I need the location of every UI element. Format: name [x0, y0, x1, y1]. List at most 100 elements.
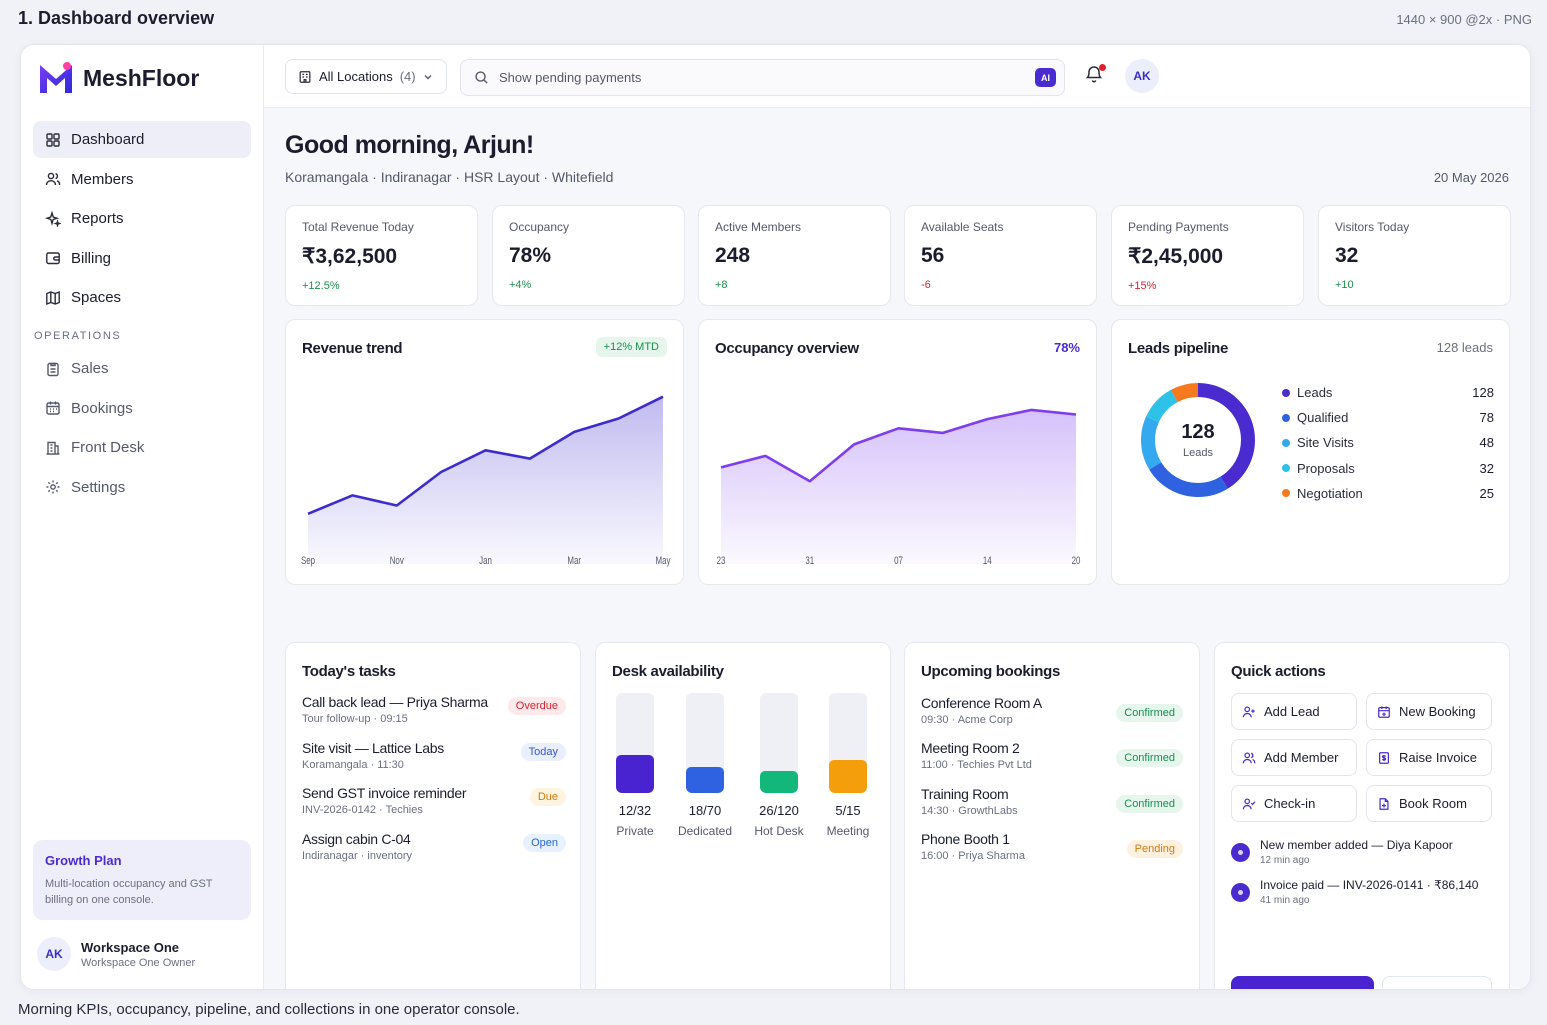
search-input[interactable]: Show pending payments AI	[460, 59, 1065, 96]
desk-type: Private	[616, 824, 654, 838]
grid-icon	[46, 132, 60, 147]
user-avatar[interactable]: AK	[1125, 59, 1159, 93]
sidebar-item-bookings[interactable]: Bookings	[33, 390, 251, 427]
status-badge: Pending	[1126, 840, 1183, 858]
status-badge: Confirmed	[1116, 795, 1183, 813]
booking-subtitle: 09:30 · Acme Corp	[921, 714, 1013, 726]
kpi-value: 248	[715, 244, 751, 267]
sidebar-item-spaces[interactable]: Spaces	[33, 279, 251, 316]
chevron-down-icon	[424, 74, 432, 79]
legend-label: Site Visits	[1297, 435, 1354, 451]
desk-column[interactable]: 12/32 Private	[599, 693, 671, 838]
kpi-card-visitors[interactable]: Visitors Today 32 +10	[1318, 205, 1511, 306]
new-booking-button[interactable]: New Booking	[1366, 693, 1492, 730]
map-icon	[46, 290, 60, 305]
task-subtitle: Tour follow-up · 09:15	[302, 713, 408, 725]
users-icon	[45, 172, 61, 186]
calendar-plus-icon	[1378, 705, 1390, 718]
desk-bar-track	[616, 693, 654, 793]
legend-label: Proposals	[1297, 460, 1355, 476]
desk-bar-track	[686, 693, 724, 793]
bookings-card: Upcoming bookings Conference Room A 09:3…	[904, 642, 1200, 989]
sidebar-item-members[interactable]: Members	[33, 161, 251, 198]
desk-count: 26/120	[759, 803, 799, 818]
activity-item[interactable]: Invoice paid — INV-2026-0141 · ₹86,140 4…	[1231, 878, 1493, 906]
booking-subtitle: 16:00 · Priya Sharma	[921, 850, 1025, 862]
raise-invoice-button[interactable]: Raise Invoice	[1366, 739, 1492, 776]
area-fill	[308, 396, 663, 564]
desk-column[interactable]: 26/120 Hot Desk	[743, 693, 815, 838]
booking-item[interactable]: Conference Room A 09:30 · Acme Corp Conf…	[921, 695, 1183, 726]
sidebar-item-settings[interactable]: Settings	[33, 469, 251, 506]
calendar-icon	[46, 401, 60, 415]
booking-title: Training Room	[921, 786, 1009, 802]
kpi-card-available-seats[interactable]: Available Seats 56 -6	[904, 205, 1097, 306]
kpi-value: 32	[1335, 244, 1359, 267]
task-title: Site visit — Lattice Labs	[302, 740, 444, 756]
desk-count: 5/15	[835, 803, 861, 818]
add-lead-button[interactable]: Add Lead	[1231, 693, 1357, 730]
task-item[interactable]: Assign cabin C-04 Indiranagar · inventor…	[302, 831, 566, 862]
desk-column[interactable]: 18/70 Dedicated	[669, 693, 741, 838]
kpi-delta: +10	[1335, 279, 1354, 291]
desk-type: Meeting	[826, 824, 870, 838]
add-member-button[interactable]: Add Member	[1231, 739, 1357, 776]
desk-bar-fill	[760, 771, 798, 793]
kpi-card-occupancy[interactable]: Occupancy 78% +4%	[492, 205, 685, 306]
desk-bar-track	[760, 693, 798, 793]
legend-value: 48	[1479, 435, 1494, 451]
booking-item[interactable]: Phone Booth 1 16:00 · Priya Sharma Pendi…	[921, 831, 1183, 862]
sidebar-item-reports[interactable]: Reports	[33, 200, 251, 237]
legend-swatch	[1282, 464, 1290, 473]
legend-swatch	[1282, 413, 1290, 422]
open-floor-map-button[interactable]: Open floor map	[1231, 976, 1374, 989]
chart-title: Leads pipeline	[1128, 340, 1228, 357]
desk-type: Dedicated	[677, 824, 733, 838]
check-in-button[interactable]: Check-in	[1231, 785, 1357, 822]
x-tick-label: 31	[805, 555, 814, 568]
x-tick-label: Sep	[301, 555, 315, 568]
legend-item: Qualified 78	[1282, 405, 1494, 430]
view-invoices-button[interactable]: View invoices	[1382, 976, 1492, 989]
x-tick-label: 20	[1072, 555, 1081, 568]
kpi-card-active-members[interactable]: Active Members 248 +8	[698, 205, 891, 306]
donut-slice	[1141, 383, 1255, 497]
workspace-switcher[interactable]: AK Workspace One Workspace One Owner	[37, 937, 195, 971]
booking-item[interactable]: Training Room 14:30 · GrowthLabs Confirm…	[921, 786, 1183, 817]
booking-subtitle: 14:30 · GrowthLabs	[921, 805, 1018, 817]
kpi-label: Pending Payments	[1128, 220, 1229, 234]
task-item[interactable]: Site visit — Lattice Labs Koramangala · …	[302, 740, 566, 771]
location-selector[interactable]: All Locations (4)	[285, 59, 447, 94]
x-tick-label: May	[656, 555, 671, 568]
task-title: Send GST invoice reminder	[302, 785, 467, 801]
greeting: Good morning, Arjun!	[285, 131, 534, 159]
sidebar-item-sales[interactable]: Sales	[33, 350, 251, 387]
activity-item[interactable]: New member added — Diya Kapoor 12 min ag…	[1231, 838, 1493, 866]
bell-icon	[1085, 66, 1103, 83]
ai-badge[interactable]: AI	[1035, 68, 1056, 87]
brand[interactable]: MeshFloor	[37, 61, 199, 95]
kpi-card-pending-payments[interactable]: Pending Payments ₹2,45,000 +15%	[1111, 205, 1304, 306]
booking-item[interactable]: Meeting Room 2 11:00 · Techies Pvt Ltd C…	[921, 740, 1183, 771]
task-item[interactable]: Send GST invoice reminder INV-2026-0142 …	[302, 785, 566, 816]
kpi-delta: -6	[921, 279, 931, 291]
sidebar-item-label: Reports	[71, 210, 124, 227]
kpi-card-revenue[interactable]: Total Revenue Today ₹3,62,500 +12.5%	[285, 205, 478, 306]
activity-time: 12 min ago	[1260, 855, 1310, 866]
sidebar-item-billing[interactable]: Billing	[33, 240, 251, 277]
legend-item: Site Visits 48	[1282, 430, 1494, 455]
book-room-button[interactable]: Book Room	[1366, 785, 1492, 822]
users-icon	[1242, 751, 1256, 763]
chart-title: Occupancy overview	[715, 340, 859, 357]
plan-card[interactable]: Growth Plan Multi-location occupancy and…	[33, 840, 251, 920]
sidebar-item-label: Front Desk	[71, 439, 145, 456]
task-subtitle: Indiranagar · inventory	[302, 850, 413, 862]
legend-value: 78	[1479, 410, 1494, 426]
notifications-button[interactable]	[1084, 64, 1106, 86]
sidebar-item-dashboard[interactable]: Dashboard	[33, 121, 251, 158]
desk-column[interactable]: 5/15 Meeting	[812, 693, 884, 838]
task-item[interactable]: Call back lead — Priya Sharma Tour follo…	[302, 694, 566, 725]
desk-bar-fill	[686, 767, 724, 793]
sidebar-item-front-desk[interactable]: Front Desk	[33, 429, 251, 466]
main-content: Good morning, Arjun! Koramangala · Indir…	[264, 108, 1530, 989]
